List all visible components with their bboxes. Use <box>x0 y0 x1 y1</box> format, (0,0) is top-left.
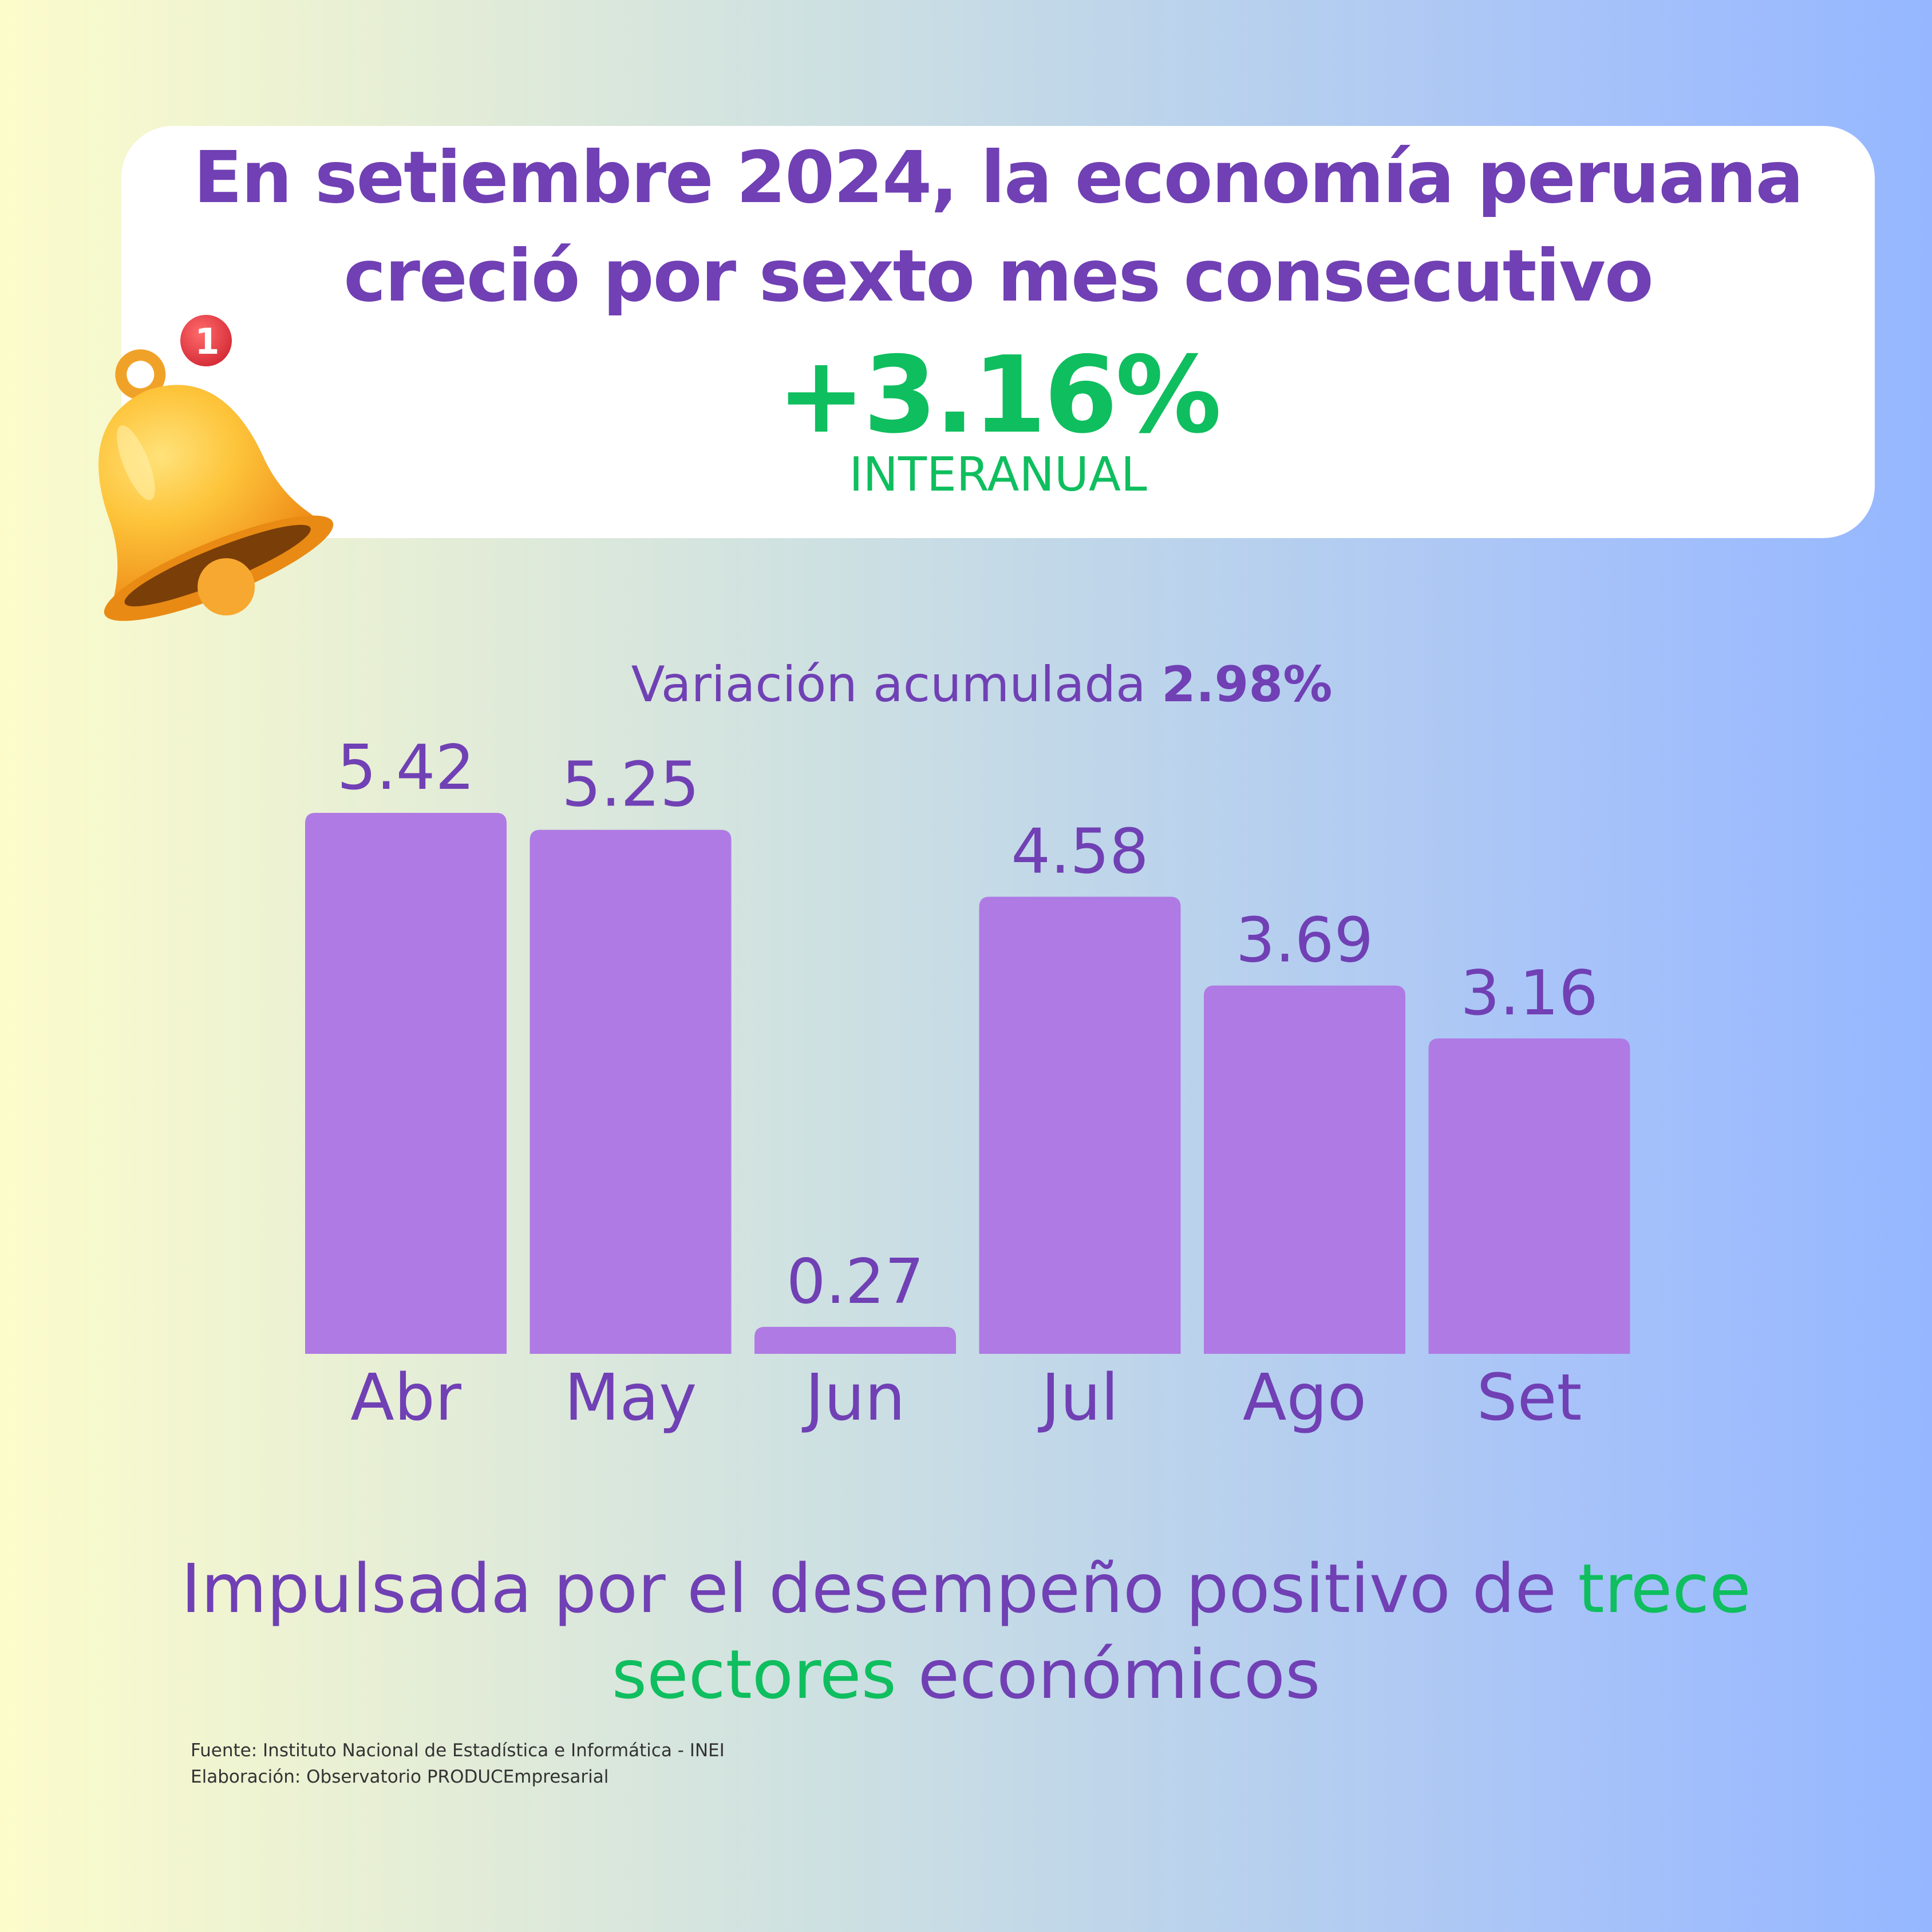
page-title: En setiembre 2024, la economía peruana c… <box>121 129 1875 326</box>
category-label-jul: Jul <box>1038 1361 1119 1435</box>
subtitle-value: 2.98% <box>1161 656 1332 713</box>
value-label-set: 3.16 <box>1460 958 1598 1029</box>
category-label-set: Set <box>1477 1361 1582 1435</box>
bar-jul <box>979 896 1181 1354</box>
category-label-abr: Abr <box>350 1361 462 1435</box>
value-label-may: 5.25 <box>562 749 699 821</box>
growth-caption: INTERANUAL <box>849 448 1147 502</box>
notification-count: 1 <box>195 321 219 362</box>
category-label-ago: Ago <box>1243 1361 1366 1435</box>
title-line-1: En setiembre 2024, la economía peruana <box>193 136 1804 219</box>
footer-text-a: Impulsada por el desempeño positivo de <box>181 1549 1578 1628</box>
subtitle-prefix: Variación acumulada <box>631 656 1146 713</box>
source-line-2: Elaboración: Observatorio PRODUCEmpresar… <box>191 1767 609 1787</box>
chart-subtitle: Variación acumulada 2.98% <box>631 656 1333 713</box>
value-label-ago: 3.69 <box>1236 905 1373 977</box>
value-label-jun: 0.27 <box>787 1246 924 1318</box>
bar-ago <box>1204 985 1405 1354</box>
growth-value: +3.16% <box>777 333 1222 457</box>
bars-group: 5.42 Abr 5.25 May 0.27 Jun 4.58 Jul 3.69 Ago 3.16 S… <box>305 732 1630 1435</box>
headline-card <box>121 126 1875 538</box>
footer-text-b: trece <box>1578 1549 1751 1628</box>
footer-statement: Impulsada por el desempeño positivo de t… <box>121 1546 1811 1717</box>
bar-abr <box>305 813 507 1354</box>
bar-may <box>530 829 732 1354</box>
source-line-1: Fuente: Instituto Nacional de Estadístic… <box>191 1740 725 1761</box>
footer-text-d: económicos <box>896 1635 1321 1714</box>
value-label-abr: 5.42 <box>337 732 475 804</box>
notification-badge <box>180 315 232 366</box>
source-note: Fuente: Instituto Nacional de Estadístic… <box>191 1737 725 1790</box>
title-line-2: creció por sexto mes consecutivo <box>343 235 1653 318</box>
bell-icon: 1 <box>98 315 334 621</box>
value-label-jul: 4.58 <box>1011 816 1148 887</box>
category-label-may: May <box>564 1361 697 1435</box>
footer-text-c: sectores <box>611 1635 896 1714</box>
category-label-jun: Jun <box>802 1361 906 1435</box>
bar-set <box>1428 1038 1630 1354</box>
bar-jun <box>754 1326 956 1354</box>
